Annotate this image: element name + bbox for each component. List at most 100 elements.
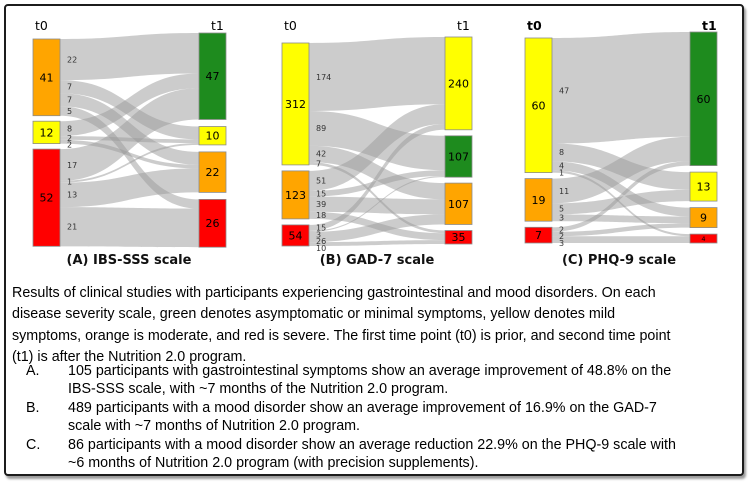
flow-value-label: 4 [559,162,564,171]
sankey-flow [60,73,199,137]
sankey-node [198,32,227,120]
sankey-node [524,178,553,222]
flow-value-label: 15 [316,190,326,199]
flow-value-label: 2 [67,141,72,150]
flow-value-label: 47 [559,87,569,96]
list-marker: B. [26,399,40,416]
sankey-node [689,31,718,167]
column-header-t1: t1 [211,18,224,33]
node-value-label: 35 [452,231,466,244]
sankey-node [524,37,553,174]
node-value-label: 9 [700,212,707,225]
node-value-label: 4 [701,235,705,243]
node-value-label: 26 [206,217,220,230]
node-value-label: 54 [289,229,303,242]
sankey-flow [309,104,445,191]
figure-description: Results of clinical studies with partici… [12,283,738,368]
sankey-flow [60,139,199,169]
node-value-label: 13 [697,181,711,194]
sankey-flow [552,236,690,243]
flow-value-label: 51 [316,177,326,186]
flow-value-label: 26 [316,237,326,246]
flow-value-label: 11 [559,187,569,196]
flow-value-label: 1 [559,169,564,178]
sankey-flow [552,136,690,204]
description-line: symptoms, orange is moderate, and red is… [12,327,671,344]
flow-value-label: 3 [559,239,564,248]
sankey-node [444,182,473,225]
flow-value-label: 2 [559,232,564,241]
flow-value-label: 7 [67,96,72,105]
flow-value-label: 8 [559,148,564,157]
node-value-label: 47 [206,70,220,83]
sankey-flow [60,143,199,183]
chart-caption: (B) GAD-7 scale [320,253,435,268]
column-header-t0: t0 [284,18,297,33]
node-value-label: 52 [40,192,54,205]
node-value-label: 7 [535,229,542,242]
flow-value-label: 8 [67,125,72,134]
sankey-flow [552,223,690,237]
list-item: C. 86 participants with a mood disorder … [0,436,745,473]
sankey-node [32,120,61,144]
list-item-line: 86 participants with a mood disorder sho… [68,436,676,453]
sankey-flow [60,33,199,81]
node-value-label: 107 [448,150,469,163]
column-header-t0: t0 [527,18,542,33]
node-value-label: 60 [697,93,711,106]
node-value-label: 60 [532,99,546,112]
sankey-node [524,226,553,244]
list-item-line: scale with ~7 months of Nutrition 2.0 pr… [68,418,361,435]
list-item-line: 105 participants with gastrointestinal s… [68,363,672,379]
sankey-node [281,42,310,166]
sankey-node [198,198,227,248]
sankey-flow [60,88,199,181]
flow-value-label: 5 [67,107,72,116]
flow-value-label: 3 [316,230,321,239]
description-line: (t1) is after the Nutrition 2.0 program. [12,348,247,365]
sankey-node [444,230,473,245]
column-header-t0: t0 [35,18,48,33]
flow-value-label: 15 [316,224,326,233]
flow-value-label: 42 [316,150,326,159]
flow-value-label: 39 [316,200,326,209]
sankey-flow [309,176,445,232]
description-line: disease severity scale, green denotes as… [12,306,616,323]
node-value-label: 12 [40,126,54,139]
flow-value-label: 22 [67,55,77,64]
sankey-node [281,224,310,247]
list-item-line: IBS-SSS scale, with ~7 months of the Nut… [68,381,449,398]
flow-value-label: 3 [559,214,564,223]
sankey-node [689,207,718,229]
node-value-label: 123 [285,189,306,202]
sankey-flow [552,161,690,232]
sankey-flow [552,189,690,215]
flow-value-label: 2 [559,225,564,234]
sankey-flow [309,240,445,246]
list-item-line: 489 participants with a mood disorder sh… [68,399,657,416]
node-value-label: 41 [40,71,54,84]
list-item: B. 489 participants with a mood disorder… [0,399,745,436]
flow-value-label: 17 [67,161,77,170]
flow-value-label: 18 [316,211,326,220]
list-marker: A. [26,363,40,379]
sankey-flow [309,196,445,215]
sankey-flow [60,106,199,209]
flow-value-label: 89 [316,124,326,133]
node-value-label: 22 [206,166,220,179]
sankey-flow [309,145,445,200]
node-value-label: 10 [206,130,220,143]
list-marker: C. [26,436,41,453]
sankey-node [198,126,227,146]
node-value-label: 240 [448,77,469,90]
chart-caption: (C) PHQ-9 scale [562,253,676,268]
sankey-node [281,170,310,220]
sankey-node [444,135,473,178]
sankey-node [689,171,718,202]
sankey-flow [552,32,690,144]
flow-value-label: 174 [316,73,331,82]
sankey-node [198,151,227,193]
flow-value-label: 7 [316,159,321,168]
